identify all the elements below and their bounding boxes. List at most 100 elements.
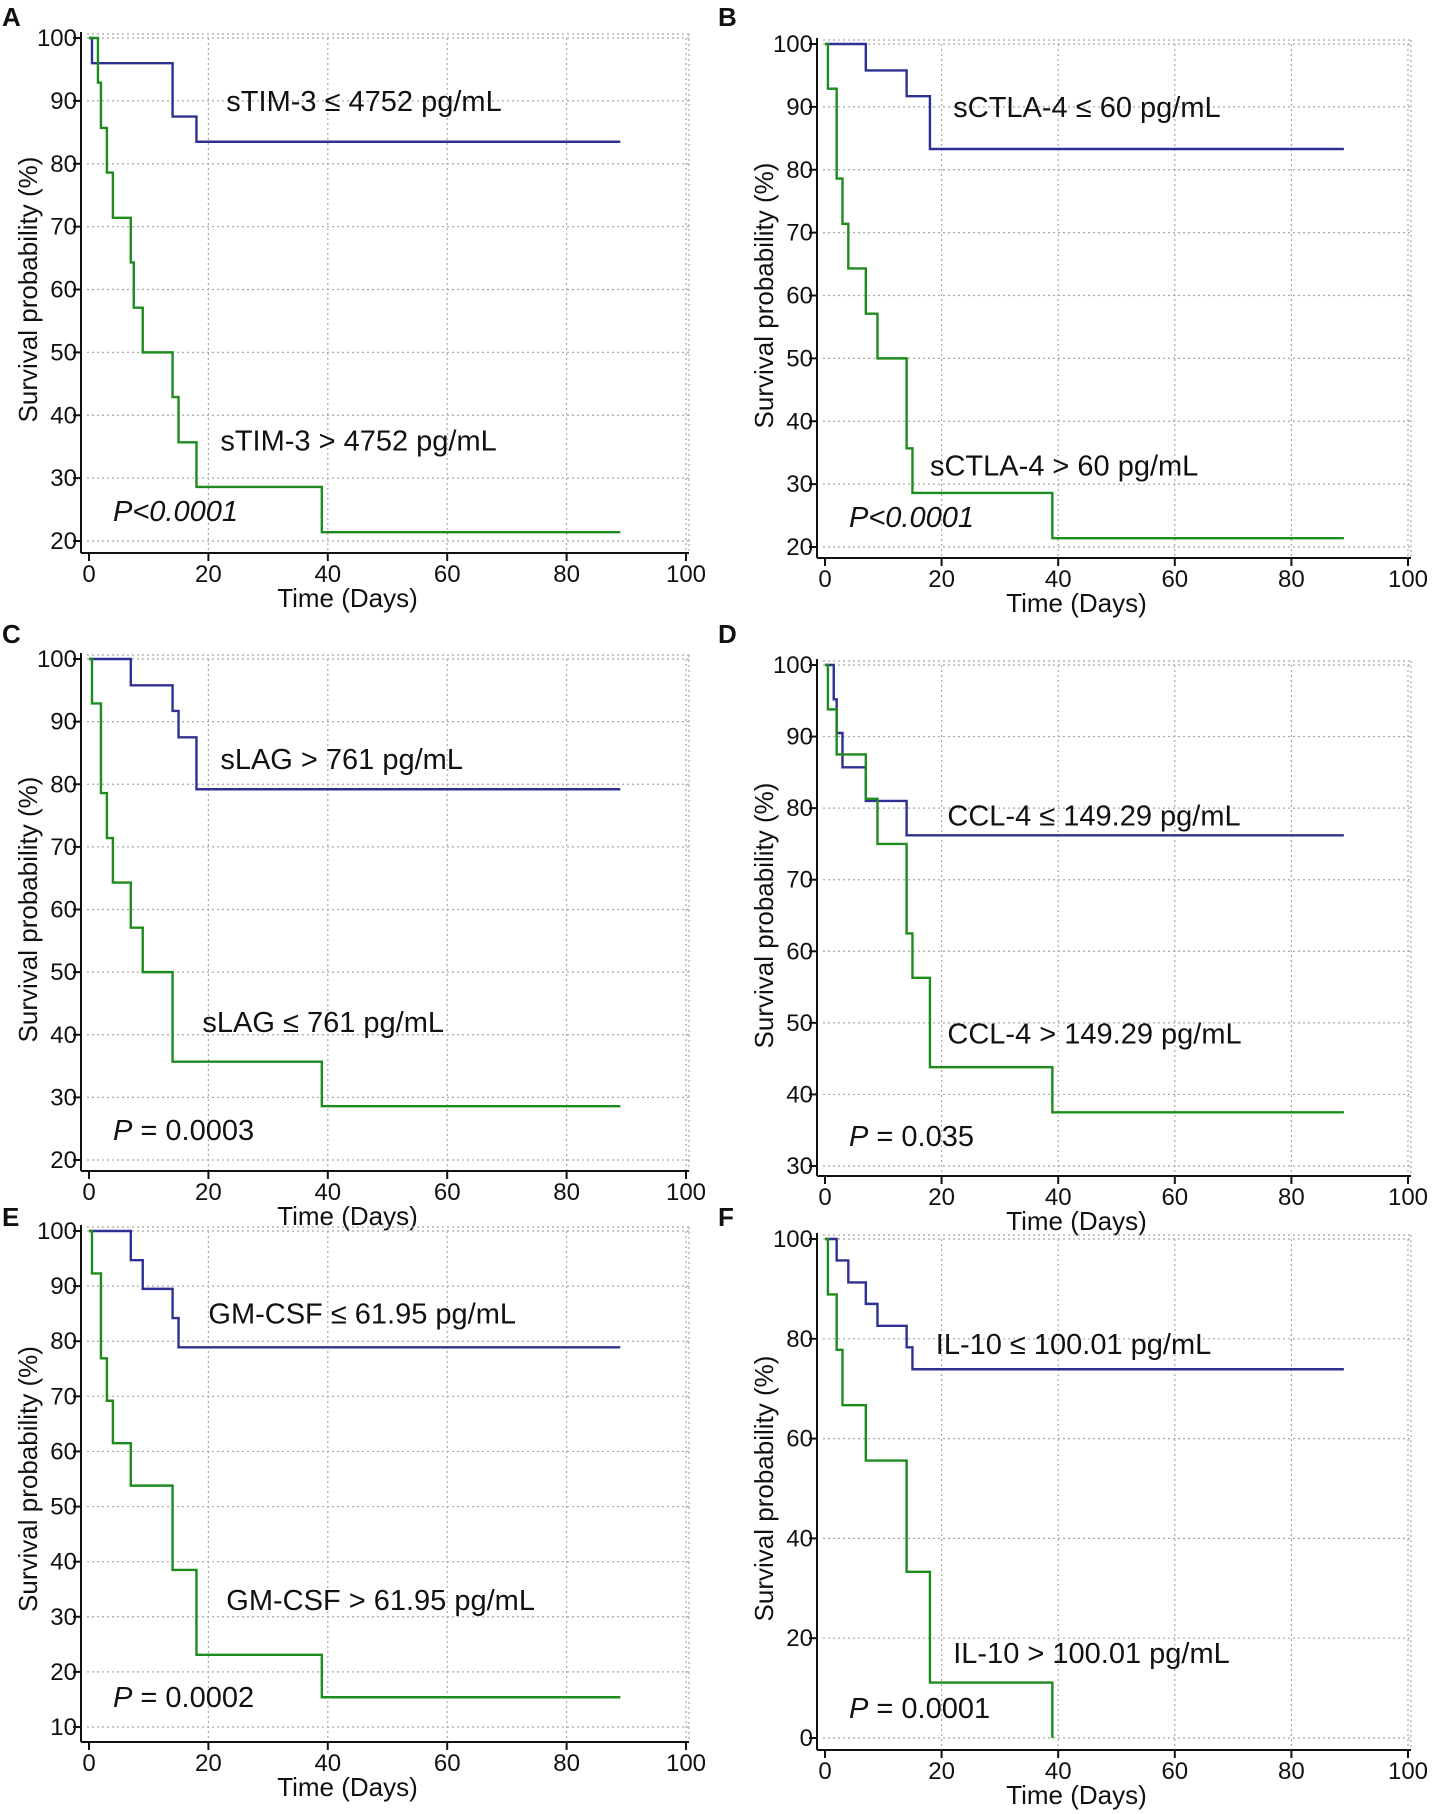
survival-curve-blue xyxy=(89,1229,621,1349)
y-tick-label: 50 xyxy=(50,959,77,986)
y-tick-label: 90 xyxy=(786,94,813,121)
x-tick-label: 60 xyxy=(1161,566,1188,593)
p-value-number: = 0.0003 xyxy=(132,1115,254,1147)
survival-curve-blue xyxy=(89,36,621,143)
y-tick-label: 40 xyxy=(786,1525,813,1552)
x-tick-label: 80 xyxy=(553,1750,580,1777)
x-axis-title: Time (Days) xyxy=(277,583,418,613)
y-tick-label: 60 xyxy=(786,283,813,310)
curve-label: sCTLA-4 > 60 pg/mL xyxy=(930,450,1198,482)
x-tick-label: 0 xyxy=(82,561,95,588)
x-tick-label: 0 xyxy=(82,1750,95,1777)
axes xyxy=(816,38,1411,559)
y-tick-label: 70 xyxy=(50,214,77,241)
y-tick-label: 90 xyxy=(50,88,77,115)
y-tick-label: 40 xyxy=(786,1081,813,1108)
y-axis-title: Survival probability (%) xyxy=(13,777,43,1043)
y-tick-label: 60 xyxy=(50,897,77,924)
p-value-number: = 0.035 xyxy=(868,1121,974,1153)
y-tick-label: 20 xyxy=(786,1625,813,1652)
x-tick-label: 100 xyxy=(1388,1758,1428,1785)
y-axis-title: Survival probability (%) xyxy=(749,163,779,429)
p-value-number: = 0.0002 xyxy=(132,1682,254,1714)
x-tick-label: 20 xyxy=(928,1758,955,1785)
x-axis-title: Time (Days) xyxy=(1006,1206,1147,1236)
y-tick-label: 30 xyxy=(786,471,813,498)
y-axis-title: Survival probability (%) xyxy=(13,1346,43,1612)
x-tick-label: 0 xyxy=(82,1179,95,1206)
panel-e: E 10 20 30 40 50 60 70 80 90 100 0 20 40 60 80 100 Time (… xyxy=(2,1202,706,1802)
survival-curve-blue xyxy=(89,657,621,791)
y-tick-label: 100 xyxy=(773,1226,813,1253)
x-tick-label: 40 xyxy=(314,1750,341,1777)
x-axis-title: Time (Days) xyxy=(1006,1780,1147,1810)
axes xyxy=(816,1233,1411,1751)
panel-letter: F xyxy=(718,1202,734,1232)
x-tick-label: 60 xyxy=(1161,1758,1188,1785)
survival-curve-green xyxy=(89,657,621,1108)
x-tick-label: 20 xyxy=(928,566,955,593)
panel-letter: C xyxy=(2,619,21,649)
panel-letter: E xyxy=(2,1202,19,1232)
y-tick-label: 100 xyxy=(773,652,813,679)
curve-label: sLAG ≤ 761 pg/mL xyxy=(202,1007,444,1039)
y-tick-label: 80 xyxy=(786,157,813,184)
panel-letter: A xyxy=(2,2,21,32)
p-value-letter: P xyxy=(113,1115,133,1147)
x-tick-label: 100 xyxy=(666,1750,706,1777)
axes xyxy=(816,659,1411,1177)
p-value-number: = 0.0001 xyxy=(868,1693,990,1725)
p-value: P<0.0001 xyxy=(113,496,238,528)
survival-curve-green xyxy=(89,36,621,534)
y-tick-label: 20 xyxy=(50,1147,77,1174)
y-tick-label: 90 xyxy=(50,709,77,736)
y-tick-label: 10 xyxy=(50,1714,77,1741)
y-axis-title: Survival probability (%) xyxy=(749,783,779,1049)
gridlines xyxy=(823,1234,1412,1750)
y-tick-label: 90 xyxy=(786,724,813,751)
y-tick-label: 80 xyxy=(50,771,77,798)
y-tick-label: 20 xyxy=(50,1659,77,1686)
panel-f: F 0 20 40 60 80 100 0 20 40 60 80 100 Time (Days) Surv… xyxy=(718,1202,1428,1810)
gridlines xyxy=(87,654,690,1171)
y-tick-label: 70 xyxy=(786,867,813,894)
y-tick-label: 30 xyxy=(50,1604,77,1631)
survival-curve-green xyxy=(825,42,1344,540)
y-tick-label: 50 xyxy=(786,345,813,372)
y-tick-label: 60 xyxy=(50,277,77,304)
axes xyxy=(80,32,689,554)
x-tick-label: 40 xyxy=(1045,1184,1072,1211)
x-tick-label: 60 xyxy=(434,1179,461,1206)
y-tick-label: 70 xyxy=(50,1383,77,1410)
panel-letter: D xyxy=(718,619,737,649)
curve-label: sTIM-3 ≤ 4752 pg/mL xyxy=(226,86,501,118)
curve-label: CCL-4 > 149.29 pg/mL xyxy=(947,1019,1241,1051)
y-tick-label: 40 xyxy=(50,1549,77,1576)
p-value: P = 0.0001 xyxy=(849,1693,990,1725)
x-tick-label: 100 xyxy=(666,1179,706,1206)
x-tick-label: 40 xyxy=(1045,1758,1072,1785)
y-tick-label: 70 xyxy=(50,834,77,861)
curve-label: IL-10 ≤ 100.01 pg/mL xyxy=(936,1329,1212,1361)
p-value-letter: P xyxy=(849,1693,869,1725)
y-tick-label: 50 xyxy=(786,1010,813,1037)
survival-curve-green xyxy=(825,663,1344,1114)
panel-letter: B xyxy=(718,2,737,32)
p-value-letter: P xyxy=(849,1121,869,1153)
x-tick-label: 0 xyxy=(818,566,831,593)
y-tick-label: 80 xyxy=(50,1328,77,1355)
curve-label: CCL-4 ≤ 149.29 pg/mL xyxy=(947,800,1240,832)
y-tick-label: 80 xyxy=(786,1326,813,1353)
x-tick-label: 80 xyxy=(1278,1758,1305,1785)
y-tick-label: 100 xyxy=(773,31,813,58)
x-tick-label: 40 xyxy=(1045,566,1072,593)
y-axis-title: Survival probability (%) xyxy=(13,157,43,423)
axes xyxy=(80,653,689,1172)
x-axis-title: Time (Days) xyxy=(1006,588,1147,618)
p-value: P = 0.0002 xyxy=(113,1682,254,1714)
p-value-letter: P xyxy=(113,1682,133,1714)
y-tick-label: 20 xyxy=(50,528,77,555)
